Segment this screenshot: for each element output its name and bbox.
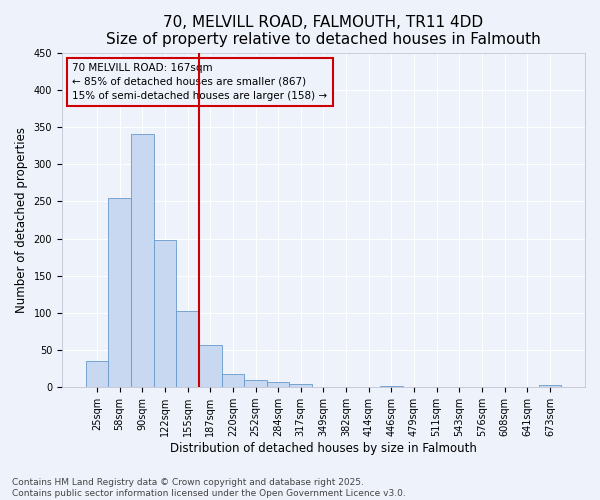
Bar (380, 386, 403, 387)
Bar (154, 240, 176, 387)
Bar (199, 345, 221, 387)
Bar (289, 384, 312, 387)
Text: Contains HM Land Registry data © Crown copyright and database right 2025.
Contai: Contains HM Land Registry data © Crown c… (12, 478, 406, 498)
Bar (86, 361, 109, 387)
Text: 70 MELVILL ROAD: 167sqm
← 85% of detached houses are smaller (867)
15% of semi-d: 70 MELVILL ROAD: 167sqm ← 85% of detache… (73, 63, 328, 101)
Bar (109, 198, 131, 387)
Bar (176, 310, 199, 387)
Bar (244, 380, 267, 387)
Bar (131, 134, 154, 387)
X-axis label: Distribution of detached houses by size in Falmouth: Distribution of detached houses by size … (170, 442, 477, 455)
Bar (267, 382, 289, 387)
Y-axis label: Number of detached properties: Number of detached properties (15, 127, 28, 313)
Title: 70, MELVILL ROAD, FALMOUTH, TR11 4DD
Size of property relative to detached house: 70, MELVILL ROAD, FALMOUTH, TR11 4DD Siz… (106, 15, 541, 48)
Bar (539, 385, 561, 387)
Bar (221, 374, 244, 387)
